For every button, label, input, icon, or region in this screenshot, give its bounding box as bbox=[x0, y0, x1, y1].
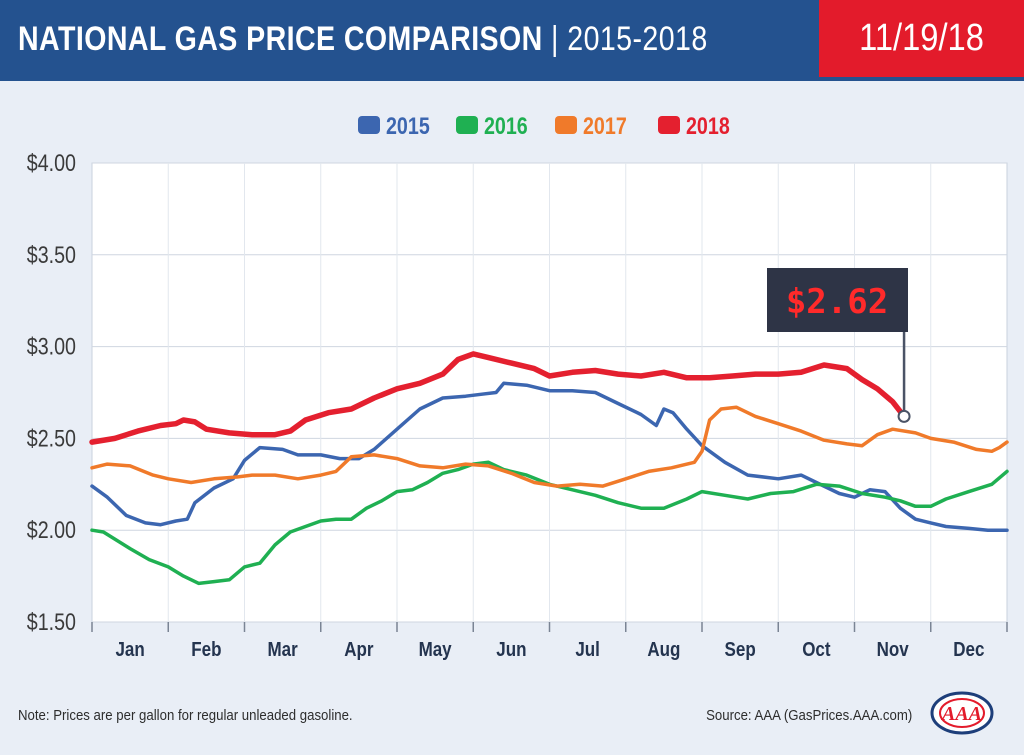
title-separator: | bbox=[551, 20, 559, 58]
x-tick-label: May bbox=[419, 638, 453, 661]
series-line-2017 bbox=[90, 405, 1009, 488]
callout-marker bbox=[897, 409, 911, 423]
aaa-logo: AAA bbox=[930, 691, 994, 735]
x-tick-label: Nov bbox=[877, 638, 910, 661]
x-tick-label: Apr bbox=[344, 638, 373, 661]
series-line-2018 bbox=[89, 351, 907, 445]
legend-swatch-2015 bbox=[358, 116, 380, 134]
legend-label-2016: 2016 bbox=[484, 112, 528, 139]
line-chart: $1.50 $2.00 $2.50 $3.00 $3.50 $4.00 Jan Feb Mar A… bbox=[27, 112, 1009, 661]
y-tick-label: $1.50 bbox=[27, 608, 76, 635]
callout-value: $2.62 bbox=[786, 282, 888, 322]
x-tick-label: Sep bbox=[725, 638, 756, 661]
date-text: 11/19/18 bbox=[859, 17, 984, 59]
source-credit: Source: AAA (GasPrices.AAA.com) bbox=[705, 707, 912, 724]
callout-box bbox=[767, 268, 908, 332]
series-line-2016 bbox=[90, 460, 1009, 586]
y-tick-label: $2.50 bbox=[27, 425, 76, 452]
x-tick-label: Feb bbox=[191, 638, 221, 661]
title-years: 2015-2018 bbox=[567, 20, 708, 58]
legend-label-2018: 2018 bbox=[686, 112, 730, 139]
legend-label-2015: 2015 bbox=[386, 112, 430, 139]
legend-swatch-2018 bbox=[658, 116, 680, 134]
header-divider bbox=[0, 77, 1024, 81]
x-tick-label: Jul bbox=[575, 638, 600, 661]
y-tick-label: $3.00 bbox=[27, 333, 76, 360]
footnote: Note: Prices are per gallon for regular … bbox=[18, 707, 353, 724]
legend-swatch-2016 bbox=[456, 116, 478, 134]
x-tick-label: Dec bbox=[953, 638, 984, 661]
legend-swatch-2017 bbox=[555, 116, 577, 134]
date-badge: 11/19/18 bbox=[819, 0, 1024, 77]
x-tick-label: Aug bbox=[647, 638, 680, 661]
y-tick-label: $2.00 bbox=[27, 516, 76, 543]
x-tick-label: Mar bbox=[268, 638, 298, 661]
y-tick-label: $3.50 bbox=[27, 241, 76, 268]
x-tick-label: Jun bbox=[496, 638, 526, 661]
y-tick-label: $4.00 bbox=[27, 149, 76, 176]
x-tick-label: Oct bbox=[802, 638, 830, 661]
title-main: NATIONAL GAS PRICE COMPARISON bbox=[18, 20, 543, 58]
legend-label-2017: 2017 bbox=[583, 112, 627, 139]
header-title: NATIONAL GAS PRICE COMPARISON | 2015-201… bbox=[18, 12, 708, 66]
x-tick-label: Jan bbox=[115, 638, 144, 661]
svg-text:AAA: AAA bbox=[940, 703, 982, 725]
